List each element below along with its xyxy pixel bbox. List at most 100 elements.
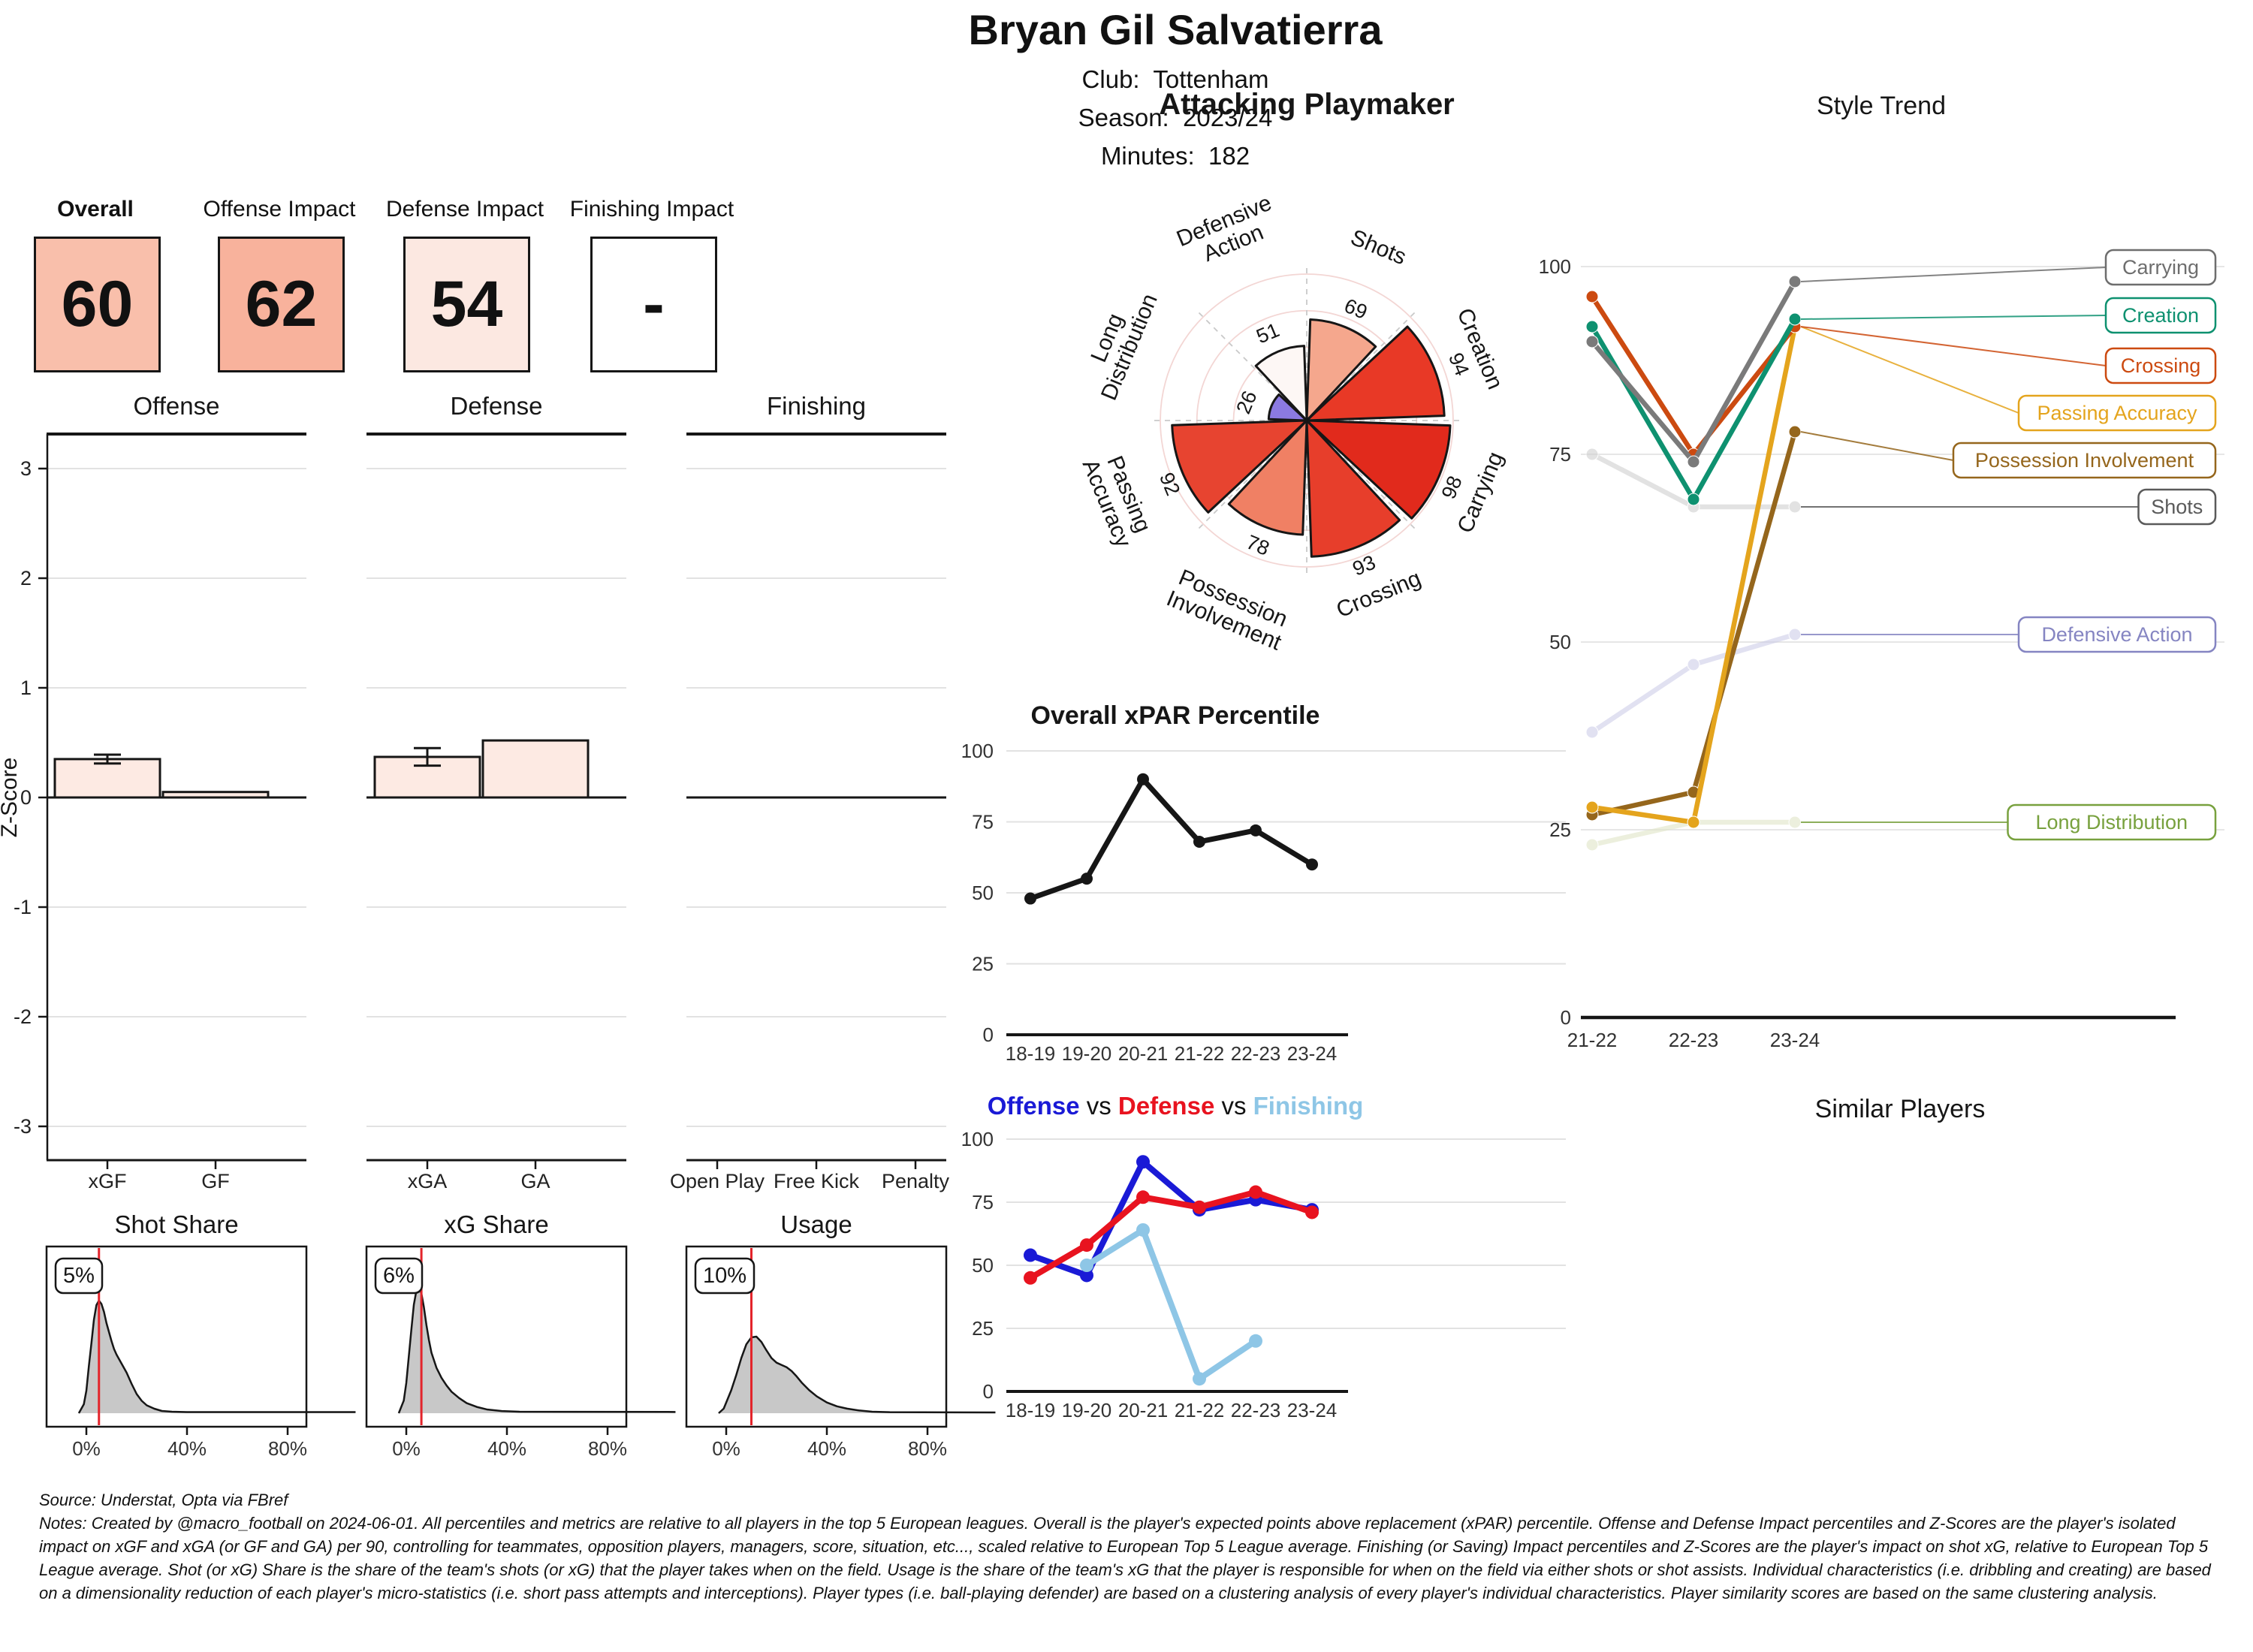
season-line: Season: 2023/24	[800, 98, 1551, 137]
y-tick-label: 0	[983, 1023, 994, 1046]
xpar-point	[1137, 773, 1149, 785]
x-tick-label: 80%	[588, 1437, 627, 1460]
bar-GA	[481, 739, 590, 799]
ovd-point-offense	[1080, 1268, 1093, 1283]
radar-axis-label: PassingAccuracy	[1078, 447, 1158, 551]
club-value: Tottenham	[1153, 65, 1269, 93]
zscore-panel-defense: Defense xGA GA	[366, 392, 626, 1192]
x-tick-label: 22-23	[1231, 1042, 1281, 1065]
xpar-chart: Overall xPAR Percentile 100 75 50 25 0 18-19 19…	[961, 701, 1566, 1065]
minutes-line: Minutes: 182	[800, 137, 1551, 175]
density-curve	[718, 1335, 996, 1414]
marker-badge	[694, 1257, 756, 1295]
radar-sector-passing-accuracy	[1171, 419, 1308, 514]
style-label-text-defensive-action: Defensive Action	[2041, 623, 2192, 646]
source-note: Source: Understat, Opta via FBref	[39, 1491, 288, 1509]
y-tick-label: 0	[20, 786, 32, 809]
radar-sector-creation	[1305, 325, 1446, 422]
x-tick-label: 20-21	[1118, 1399, 1169, 1421]
similar-players-title: Similar Players	[1815, 1095, 1986, 1123]
style-point-creation	[1788, 312, 1802, 326]
score-card-value: 54	[403, 237, 530, 372]
xpar-point	[1306, 858, 1318, 871]
style-label-text-shots: Shots	[2151, 496, 2203, 518]
density-title: Usage	[780, 1210, 852, 1238]
ovd-chart: Offense vs Defense vs Finishing 100 75 50 25…	[961, 1092, 1566, 1421]
style-point-passing-accuracy	[1585, 800, 1599, 814]
zscore-panel-title: Defense	[451, 392, 543, 420]
radar-axis-label: Shots	[1347, 225, 1410, 270]
score-card-label: Defense Impact	[385, 197, 544, 222]
club-line: Club: Tottenham	[800, 60, 1551, 98]
style-label-connector	[1800, 431, 1954, 461]
style-point-defensive-action	[1585, 725, 1599, 739]
radar-axis-label: Creation	[1452, 305, 1508, 393]
density-area	[398, 1287, 676, 1413]
style-point-long-distribution	[1788, 815, 1802, 829]
x-tick-label: 40%	[487, 1437, 526, 1460]
style-series-defensive-action	[1585, 628, 1802, 739]
footnotes: Source: Understat, Opta via FBref Notes:…	[39, 1488, 2226, 1605]
season-label: Season:	[1078, 104, 1169, 131]
x-tick-label: 80%	[268, 1437, 307, 1460]
panel-border	[365, 1245, 628, 1428]
ovd-point-offense	[1136, 1155, 1150, 1169]
x-tick-label: 0%	[392, 1437, 421, 1460]
marker-badge	[54, 1257, 104, 1295]
club-label: Club:	[1081, 65, 1140, 93]
radar-value-label: 93	[1350, 551, 1379, 580]
marker-badge-label: 5%	[63, 1264, 95, 1288]
y-tick-label: 50	[972, 1254, 994, 1277]
style-label-text-carrying: Carrying	[2122, 256, 2199, 279]
style-label-box-shots	[2137, 488, 2217, 526]
style-series-creation	[1585, 312, 1802, 506]
style-label-box-defensive-action	[2017, 616, 2217, 653]
x-tick-label: 19-20	[1062, 1399, 1112, 1421]
style-label-text-long-distribution: Long Distribution	[2035, 811, 2188, 834]
y-tick-label: -1	[14, 896, 32, 918]
radar-axis-label: DefensiveAction	[1173, 191, 1284, 274]
style-point-passing-accuracy	[1687, 815, 1700, 829]
style-trend-title: Style Trend	[1817, 92, 1946, 120]
x-tick-label: 0%	[72, 1437, 101, 1460]
ovd-point-defense	[1136, 1190, 1150, 1204]
y-tick-label: 25	[972, 953, 994, 975]
style-label-box-possession-involvement	[1952, 442, 2217, 479]
density-area	[718, 1337, 996, 1413]
style-point-creation	[1687, 493, 1700, 506]
y-tick-label: 2	[20, 567, 32, 589]
style-series-possession-involvement	[1585, 425, 1802, 821]
y-tick-label: 100	[1539, 255, 1571, 278]
ovd-point-defense	[1080, 1238, 1093, 1253]
y-tick-label: 75	[1549, 443, 1571, 466]
style-label-text-passing-accuracy: Passing Accuracy	[2037, 402, 2197, 424]
score-card-label: Overall	[57, 197, 134, 222]
y-tick-label: 100	[961, 740, 994, 762]
style-label-text-crossing: Crossing	[2121, 354, 2201, 377]
x-tick-label: 22-23	[1669, 1029, 1719, 1051]
style-point-carrying	[1687, 455, 1700, 469]
x-tick-label: 18-19	[1006, 1042, 1056, 1065]
x-tick-label: GA	[520, 1170, 550, 1192]
density-panel-shot_share: Shot Share 5% 0% 40% 80%	[45, 1210, 356, 1460]
xpar-point	[1193, 835, 1205, 848]
ovd-line-defense	[1027, 1189, 1315, 1281]
x-tick-label: 21-22	[1175, 1042, 1225, 1065]
radar-sector-long-distribution	[1267, 393, 1308, 422]
ovd-point-offense	[1024, 1248, 1037, 1262]
y-tick-label: 25	[1549, 818, 1571, 841]
style-line-passing-accuracy	[1589, 324, 1798, 825]
xpar-point	[1250, 824, 1262, 837]
y-tick-label: 0	[1561, 1006, 1571, 1029]
score-card-label: Finishing Impact	[569, 197, 734, 222]
ovd-point-finishing	[1249, 1334, 1262, 1348]
y-tick-label: 75	[972, 811, 994, 834]
style-line-defensive-action	[1589, 632, 1798, 735]
density-curve	[77, 1299, 356, 1414]
x-tick-label: 80%	[908, 1437, 947, 1460]
ovd-point-finishing	[1080, 1259, 1093, 1272]
y-tick-label: 75	[972, 1191, 994, 1213]
y-tick-label: 3	[20, 457, 32, 480]
methodology-note: Notes: Created by @macro_football on 202…	[39, 1514, 2211, 1602]
